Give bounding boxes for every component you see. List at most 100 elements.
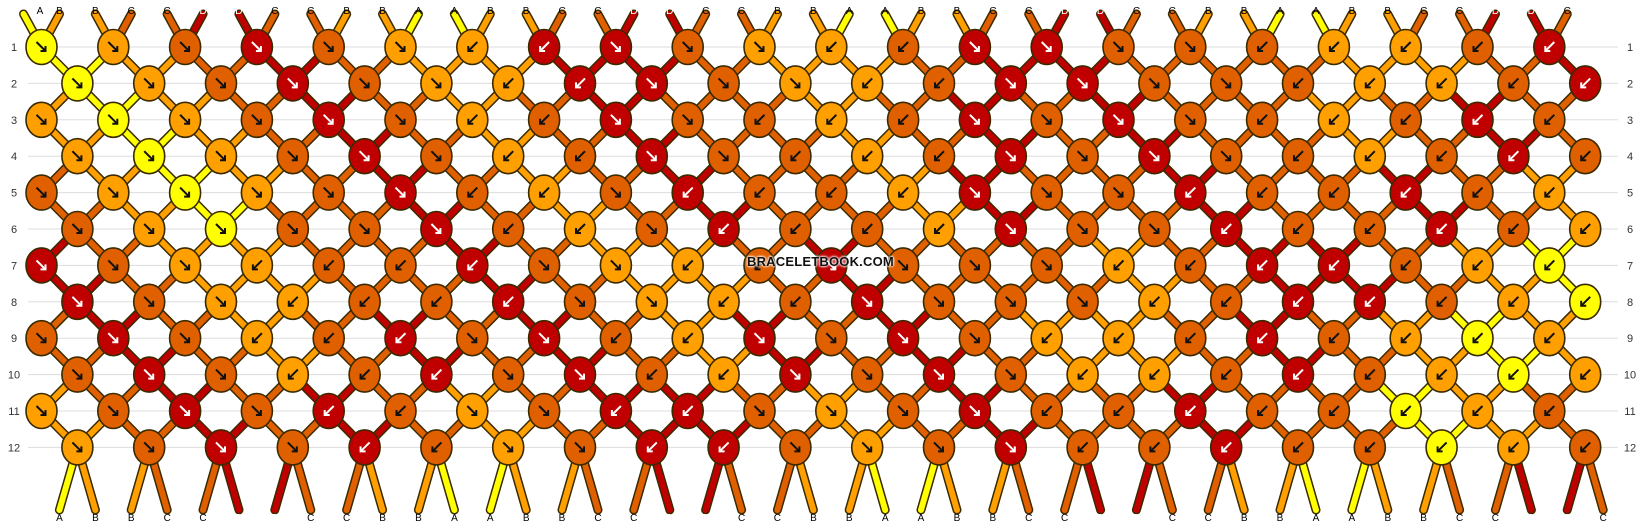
arrow-icon: [1293, 223, 1304, 234]
knot: [1066, 429, 1099, 466]
knot: [1497, 283, 1530, 321]
knot: [1317, 101, 1351, 139]
knot: [348, 210, 381, 248]
arrow-icon: [251, 405, 262, 416]
string-label: C: [1420, 6, 1427, 17]
arrowhead-icon: [543, 264, 550, 271]
arrowhead-icon: [610, 337, 617, 344]
knot: [994, 283, 1028, 321]
arrow-icon: [1508, 368, 1520, 380]
arrow-icon: [1005, 150, 1016, 161]
knot: [743, 174, 776, 211]
knot: [1138, 356, 1171, 393]
arrowhead-icon: [1508, 373, 1515, 380]
knot: [61, 210, 94, 248]
knot: [1281, 137, 1315, 175]
arrowhead-icon: [1544, 118, 1551, 125]
knot: [743, 319, 776, 357]
knot: [240, 101, 274, 139]
arrow-icon: [718, 296, 730, 307]
arrowhead-icon: [1472, 410, 1479, 416]
string-label: C: [1133, 6, 1140, 17]
arrow-icon: [1185, 259, 1197, 271]
arrow-icon: [287, 441, 298, 453]
string-label: C: [199, 513, 206, 524]
arrowhead-icon: [790, 300, 797, 307]
arrowhead-icon: [1364, 373, 1371, 380]
arrowhead-icon: [467, 118, 474, 125]
knot: [348, 137, 381, 175]
arrowhead-icon: [1328, 191, 1335, 198]
knot: [1030, 319, 1063, 357]
arrowhead-icon: [898, 191, 905, 198]
arrow-icon: [789, 77, 801, 89]
arrow-icon: [647, 368, 658, 380]
string-label: C: [1456, 6, 1463, 17]
arrowhead-icon: [503, 155, 510, 162]
knot: [1174, 392, 1207, 430]
arrowhead-icon: [1009, 300, 1016, 307]
arrow-icon: [1365, 368, 1376, 380]
knot: [168, 28, 202, 66]
knot: [384, 174, 417, 211]
arrow-icon: [862, 77, 873, 89]
knot: [707, 429, 740, 466]
knot: [814, 247, 848, 284]
knot: [1174, 319, 1207, 357]
arrowhead-icon: [934, 228, 940, 234]
arrowhead-icon: [1364, 155, 1371, 162]
arrow-icon: [395, 259, 407, 271]
knot: [563, 429, 597, 466]
arrowhead-icon: [359, 446, 366, 453]
arrow-icon: [35, 114, 47, 125]
arrowhead-icon: [1580, 228, 1587, 234]
arrowhead-icon: [1544, 337, 1551, 344]
knot: [276, 283, 310, 321]
knot: [850, 65, 884, 102]
knot: [743, 392, 776, 430]
arrow-icon: [1113, 405, 1125, 416]
arrowhead-icon: [1185, 337, 1192, 344]
arrow-icon: [611, 332, 622, 343]
knot: [958, 247, 992, 284]
arrow-icon: [252, 259, 263, 271]
knot: [707, 356, 740, 393]
arrowhead-icon: [826, 46, 833, 52]
knot: [1281, 429, 1315, 466]
knot: [312, 247, 346, 284]
knot: [886, 319, 920, 357]
arrowhead-icon: [575, 155, 581, 162]
arrowhead-icon: [1508, 300, 1515, 307]
knot: [779, 429, 812, 466]
string-label: B: [56, 6, 63, 17]
knot: [312, 392, 346, 430]
string-label: B: [92, 513, 99, 524]
arrowhead-icon: [1041, 410, 1048, 416]
string-label: C: [702, 6, 709, 17]
arrow-icon: [1365, 441, 1376, 453]
arrowhead-icon: [1221, 373, 1228, 380]
arrowhead-icon: [1045, 46, 1052, 52]
knot: [779, 356, 812, 393]
string-label: B: [523, 513, 530, 524]
arrowhead-icon: [1081, 300, 1088, 307]
string-label: B: [1205, 6, 1212, 17]
knot: [1425, 429, 1458, 466]
arrowhead-icon: [1113, 337, 1120, 344]
arrowhead-icon: [938, 300, 944, 307]
arrow-icon: [431, 441, 443, 453]
arrow-icon: [933, 441, 944, 453]
arrowhead-icon: [148, 155, 155, 162]
arrow-icon: [681, 41, 693, 52]
arrowhead-icon: [287, 373, 294, 380]
row-number: 6: [1627, 224, 1633, 236]
knot: [527, 28, 561, 66]
knot: [1461, 247, 1494, 284]
knot: [635, 137, 669, 175]
arrowhead-icon: [650, 82, 657, 89]
string-label: B: [774, 6, 781, 17]
knot: [814, 392, 848, 430]
arrowhead-icon: [323, 410, 330, 416]
arrow-icon: [862, 150, 873, 161]
